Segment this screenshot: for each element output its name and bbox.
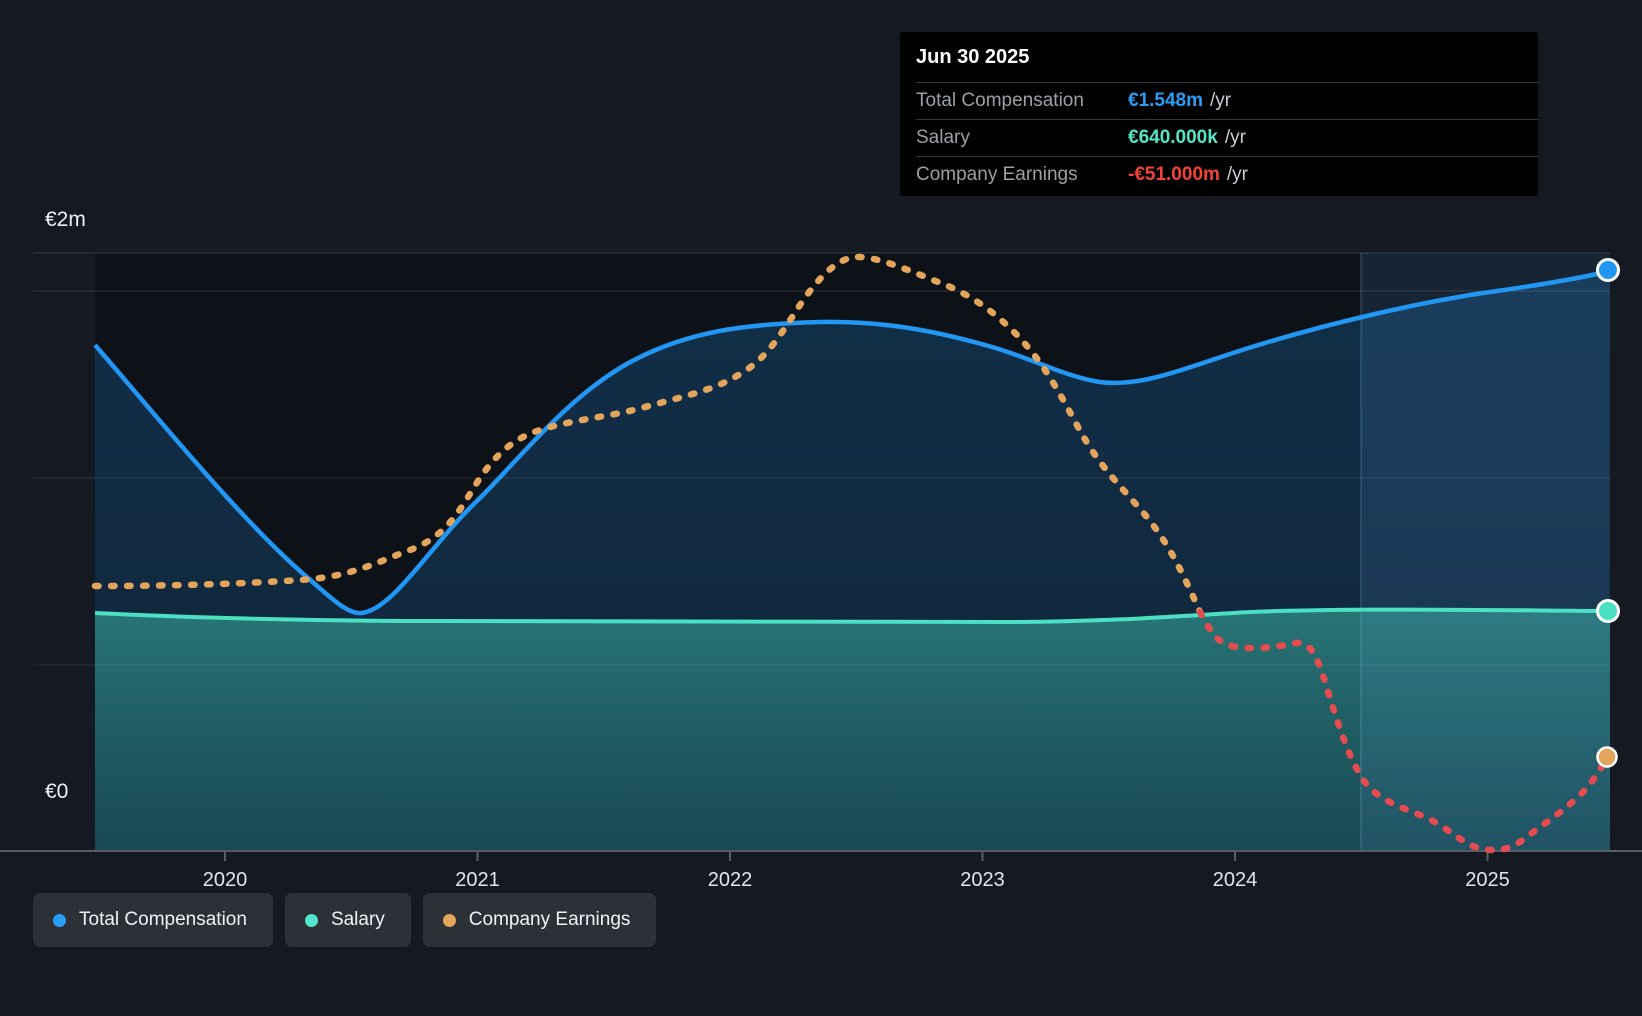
legend-label: Salary: [330, 909, 385, 930]
forecast-band: [1361, 253, 1610, 851]
tooltip-value: -€51.000m: [1128, 164, 1220, 185]
company-earnings-dot-icon: [442, 913, 456, 927]
y-axis-label-top: €2m: [45, 208, 86, 231]
salary-dot-icon: [304, 913, 318, 927]
tooltip-label: Company Earnings: [916, 164, 1078, 185]
x-tick-2021: 2021: [455, 869, 500, 891]
x-tick-2024: 2024: [1213, 869, 1258, 891]
legend: Total Compensation Salary Company Earnin…: [33, 893, 657, 947]
x-tick-2020: 2020: [203, 869, 248, 891]
legend-item-company-earnings[interactable]: Company Earnings: [422, 893, 657, 947]
salary-line: [94, 607, 1611, 625]
tooltip-value: €1.548m: [1128, 90, 1204, 111]
tooltip-label: Salary: [916, 127, 970, 148]
hover-tooltip: Jun 30 2025 Total Compensation €1.548m /…: [900, 32, 1538, 196]
tooltip-row-company-earnings: Company Earnings -€51.000m /yr: [916, 156, 1538, 193]
salary-end-marker: [1596, 599, 1620, 623]
total-compensation-end-marker: [1596, 258, 1620, 282]
tooltip-row-total-compensation: Total Compensation €1.548m /yr: [916, 82, 1538, 119]
legend-label: Total Compensation: [79, 909, 247, 930]
tooltip-unit: /yr: [1224, 127, 1246, 148]
tooltip-unit: /yr: [1210, 90, 1232, 111]
company-earnings-end-marker: [1596, 746, 1618, 768]
salary-area: [95, 609, 1610, 851]
y-axis-label-bottom: €0: [45, 780, 68, 803]
tooltip-value: €640.000k: [1128, 127, 1218, 148]
x-axis-labels: 2020 2021 2022 2023 2024 2025: [203, 869, 1510, 891]
company-earnings-line-positive: [91, 253, 1204, 616]
tooltip-label: Total Compensation: [916, 90, 1084, 111]
gridlines: [33, 252, 1610, 666]
tooltip-unit: /yr: [1226, 164, 1249, 185]
legend-item-salary[interactable]: Salary: [284, 893, 411, 947]
x-axis: [0, 850, 1642, 861]
x-tick-2023: 2023: [960, 869, 1005, 891]
legend-label: Company Earnings: [468, 909, 631, 930]
company-earnings-line-negative: [1196, 608, 1611, 854]
legend-item-total-compensation[interactable]: Total Compensation: [33, 893, 273, 947]
total-compensation-line: [93, 268, 1611, 616]
x-tick-2022: 2022: [708, 869, 753, 891]
total-compensation-dot-icon: [53, 913, 66, 927]
tooltip-date: Jun 30 2025: [916, 46, 1030, 68]
tooltip-row-salary: Salary €640.000k /yr: [916, 119, 1538, 156]
x-tick-2025: 2025: [1465, 869, 1510, 891]
